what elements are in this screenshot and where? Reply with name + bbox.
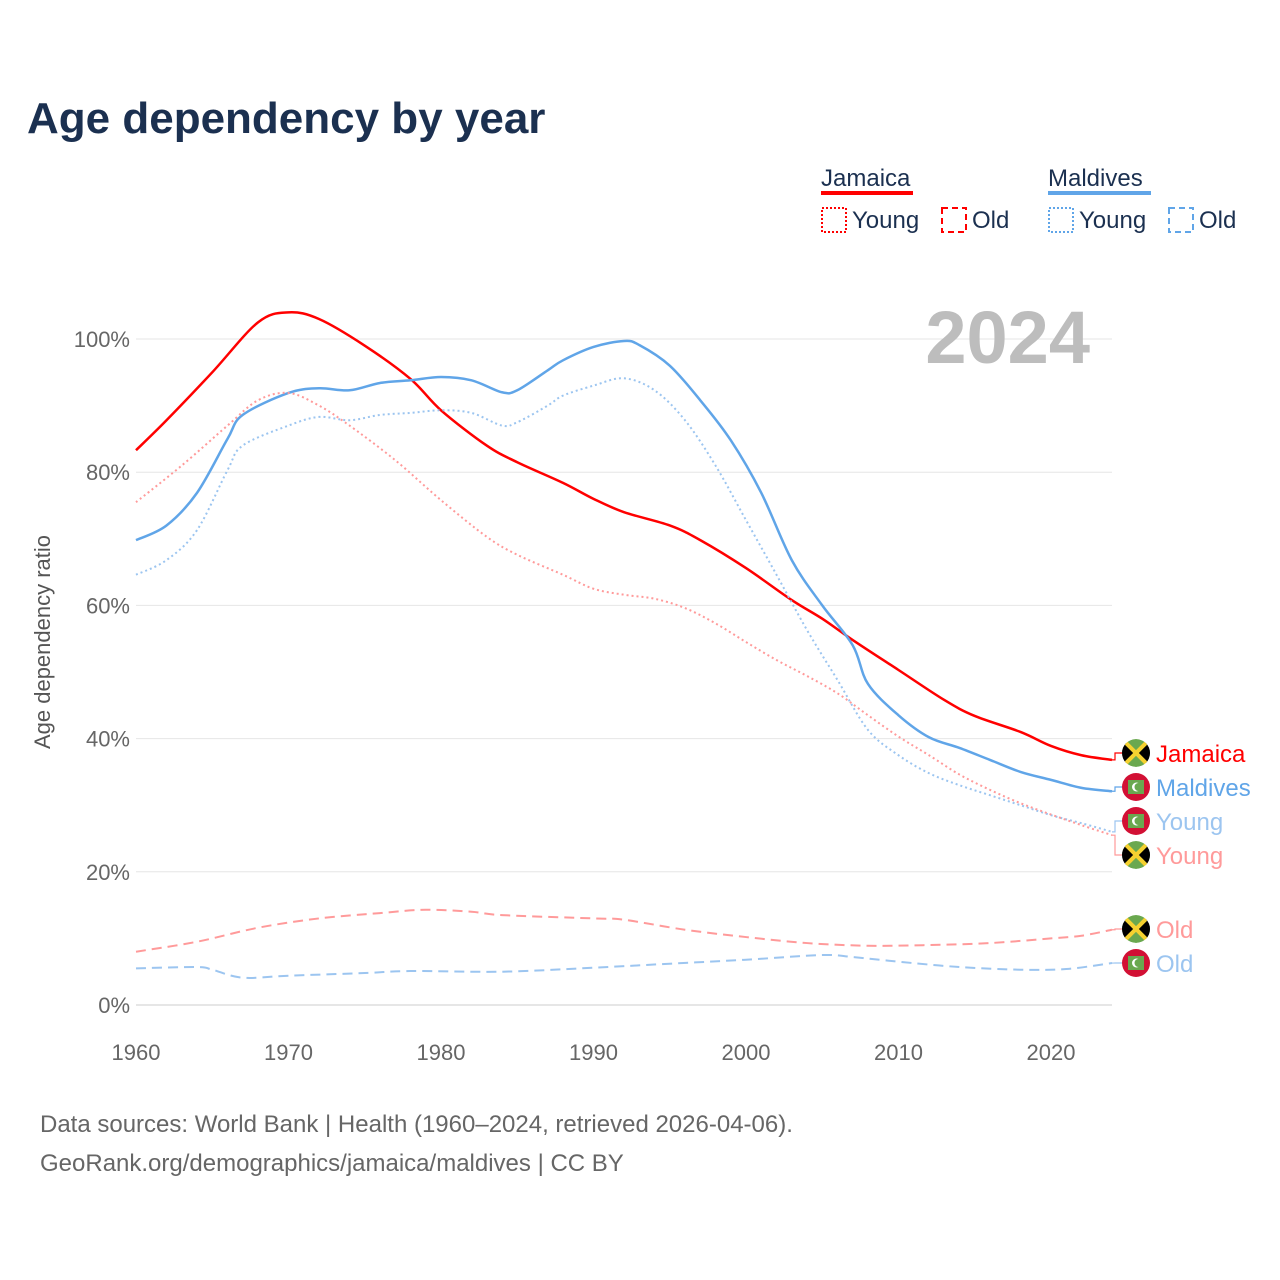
flag-black bbox=[1136, 739, 1150, 767]
flag-saltire bbox=[1122, 915, 1150, 943]
flag-saltire bbox=[1122, 841, 1150, 869]
flag-black bbox=[1136, 841, 1150, 869]
flag-crescent-cut bbox=[1134, 783, 1143, 791]
legend-swatch-old bbox=[1168, 207, 1194, 233]
jamaica-flag-icon bbox=[1122, 739, 1150, 767]
y-tick-label: 100% bbox=[74, 327, 130, 352]
flag-black bbox=[1136, 915, 1150, 943]
legend-color-bar bbox=[821, 191, 913, 195]
maldives-flag-icon bbox=[1122, 949, 1150, 977]
series-lines bbox=[135, 311, 1113, 979]
x-tick-label: 1990 bbox=[569, 1040, 618, 1065]
y-tick-label: 60% bbox=[86, 593, 130, 618]
source-text: Data sources: World Bank | Health (1960–… bbox=[40, 1111, 793, 1138]
x-tick-label: 1960 bbox=[112, 1040, 161, 1065]
chart-title: Age dependency by year bbox=[27, 94, 545, 143]
end-label: Young bbox=[1156, 809, 1223, 836]
label-connector bbox=[1112, 928, 1122, 931]
jamaica-flag-icon bbox=[1122, 915, 1150, 943]
legend-label-old: Old bbox=[972, 207, 1009, 234]
source-link[interactable]: GeoRank.org/demographics/jamaica/maldive… bbox=[40, 1150, 624, 1177]
legend-title-jamaica: Jamaica bbox=[821, 165, 911, 192]
flag-black bbox=[1122, 841, 1136, 869]
legend-label-young: Young bbox=[1079, 207, 1146, 234]
y-tick-label: 0% bbox=[98, 993, 130, 1018]
maldives-flag-icon bbox=[1122, 807, 1150, 835]
legend-label-old: Old bbox=[1199, 207, 1236, 234]
y-tick-label: 80% bbox=[86, 460, 130, 485]
end-label: Old bbox=[1156, 951, 1193, 978]
flag-black bbox=[1122, 739, 1136, 767]
label-connector bbox=[1112, 752, 1122, 761]
x-tick-label: 2010 bbox=[874, 1040, 923, 1065]
series-line-jamaica bbox=[135, 311, 1113, 762]
series-line-maldives-old bbox=[135, 953, 1113, 979]
series-line-maldives bbox=[135, 339, 1113, 793]
x-tick-label: 2000 bbox=[722, 1040, 771, 1065]
label-connector bbox=[1112, 820, 1122, 833]
y-axis-label: Age dependency ratio bbox=[30, 535, 55, 749]
flag-body bbox=[1122, 841, 1150, 869]
maldives-flag-icon bbox=[1122, 773, 1150, 801]
end-label: Young bbox=[1156, 843, 1223, 870]
legend-swatch-young bbox=[821, 207, 847, 233]
end-label: Jamaica bbox=[1156, 741, 1246, 768]
legend: Jamaica Young Old Maldives Young Old bbox=[821, 165, 1236, 234]
x-tick-label: 1980 bbox=[417, 1040, 466, 1065]
legend-swatch-old bbox=[941, 207, 967, 233]
legend-title-maldives: Maldives bbox=[1048, 165, 1143, 192]
flag-saltire bbox=[1122, 739, 1150, 767]
label-connector bbox=[1112, 834, 1122, 856]
flag-crescent-cut bbox=[1134, 817, 1143, 825]
flag-body bbox=[1122, 915, 1150, 943]
grid: 0% 20% 40% 60% 80% 100% 1960 1970 1980 1990 2000 20… bbox=[74, 327, 1112, 1065]
x-tick-label: 2020 bbox=[1027, 1040, 1076, 1065]
series-line-jamaica-young bbox=[135, 391, 1113, 837]
flag-body bbox=[1122, 739, 1150, 767]
label-connector bbox=[1112, 786, 1122, 792]
end-label: Maldives bbox=[1156, 775, 1251, 802]
jamaica-flag-icon bbox=[1122, 841, 1150, 869]
y-tick-label: 40% bbox=[86, 727, 130, 752]
flag-crescent-cut bbox=[1134, 959, 1143, 967]
year-watermark: 2024 bbox=[925, 296, 1090, 379]
x-tick-label: 1970 bbox=[264, 1040, 313, 1065]
y-tick-label: 20% bbox=[86, 860, 130, 885]
end-label: Old bbox=[1156, 917, 1193, 944]
series-line-jamaica-old bbox=[135, 908, 1113, 953]
legend-color-bar bbox=[1048, 191, 1151, 195]
flag-black bbox=[1122, 915, 1136, 943]
legend-label-young: Young bbox=[852, 207, 919, 234]
end-labels: Jamaica Maldives Young Young Old Old bbox=[1112, 739, 1251, 978]
legend-swatch-young bbox=[1048, 207, 1074, 233]
